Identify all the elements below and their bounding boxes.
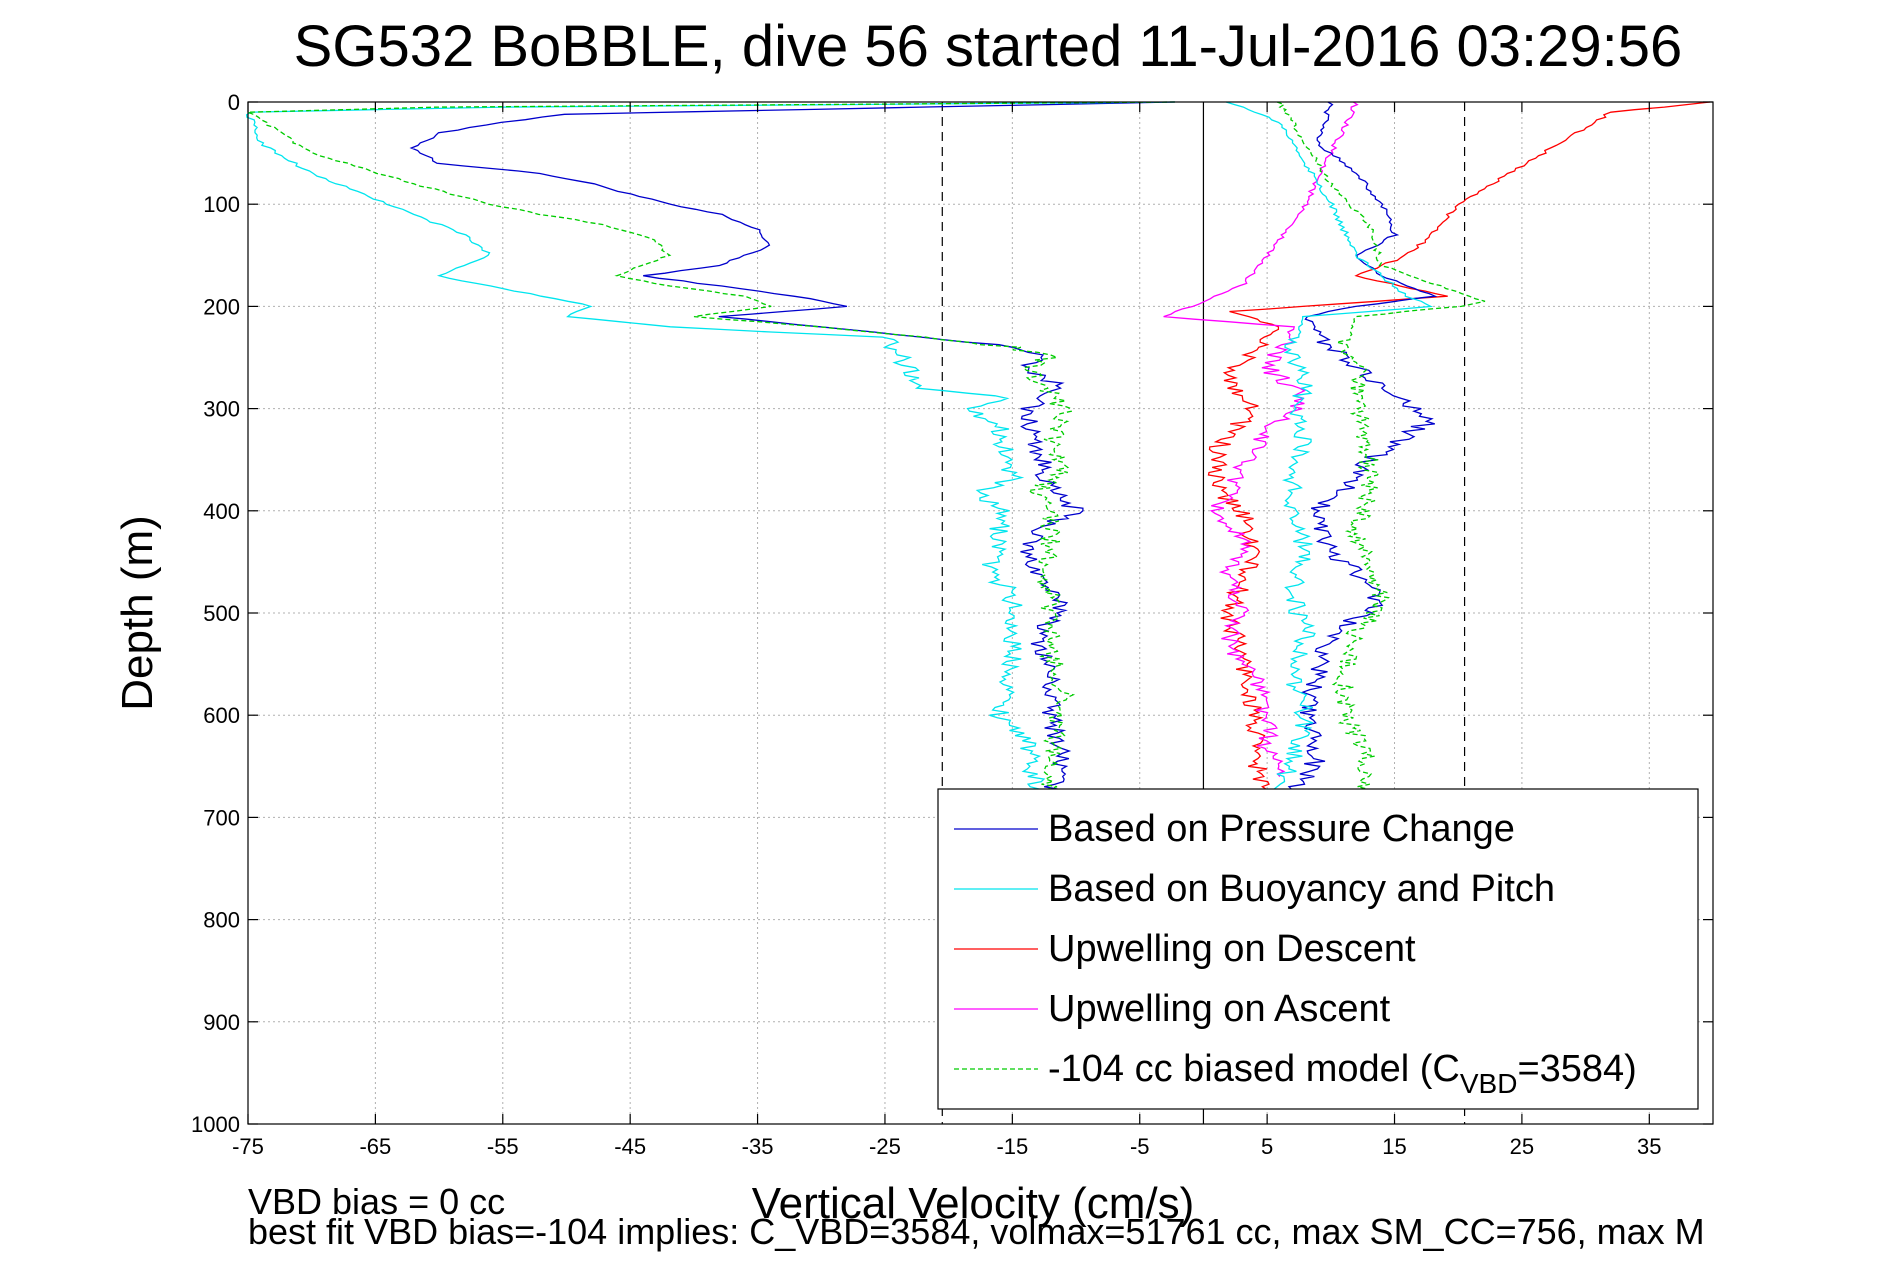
x-tick-label: 5 — [1261, 1134, 1273, 1159]
legend-label: Based on Buoyancy and Pitch — [1048, 868, 1555, 910]
x-tick-label: 25 — [1510, 1134, 1534, 1159]
y-tick-label: 0 — [228, 90, 240, 115]
series-line — [245, 101, 1175, 798]
x-tick-label: -25 — [869, 1134, 901, 1159]
y-tick-label: 200 — [203, 294, 240, 319]
x-tick-label: -55 — [487, 1134, 519, 1159]
y-tick-label: 300 — [203, 397, 240, 422]
series-line — [1225, 101, 1434, 798]
y-tick-label: 500 — [203, 601, 240, 626]
footer-vbd-bias: VBD bias = 0 cc — [248, 1181, 506, 1222]
x-tick-label: -65 — [359, 1134, 391, 1159]
y-tick-label: 700 — [203, 805, 240, 830]
x-axis-label: Vertical Velocity (cm/s) — [752, 1179, 1195, 1228]
series-line — [1207, 101, 1711, 798]
legend-box — [937, 788, 1699, 1110]
ticks: -75 -65 -55 -45 -35 -25 -15 -5 5 15 25 350100200300… — [191, 90, 1713, 1159]
legend-label: Upwelling on Ascent — [1048, 988, 1391, 1030]
series-line — [247, 101, 1176, 798]
x-tick-label: -15 — [996, 1134, 1028, 1159]
series-line — [409, 101, 1175, 798]
series-line — [1282, 101, 1438, 798]
x-tick-label: 15 — [1382, 1134, 1406, 1159]
x-tick-label: -35 — [742, 1134, 774, 1159]
y-tick-label: 800 — [203, 908, 240, 933]
x-tick-label: -45 — [614, 1134, 646, 1159]
y-tick-label: 400 — [203, 499, 240, 524]
legend-label: Based on Pressure Change — [1048, 808, 1515, 850]
footer-best-fit: best fit VBD bias=-104 implies: C_VBD=35… — [248, 1211, 1705, 1252]
y-tick-label: 900 — [203, 1010, 240, 1035]
x-tick-label: -5 — [1130, 1134, 1150, 1159]
x-tick-label: 35 — [1637, 1134, 1661, 1159]
y-tick-label: 600 — [203, 703, 240, 728]
series-group — [245, 101, 1711, 798]
series-line — [1163, 101, 1359, 777]
legend-label: Upwelling on Descent — [1048, 928, 1416, 970]
chart-title: SG532 BoBBLE, dive 56 started 11-Jul-201… — [294, 14, 1683, 79]
legend-label: -104 cc biased model (CVBD=3584) — [1048, 1048, 1637, 1099]
y-tick-label: 100 — [203, 192, 240, 217]
x-tick-label: -75 — [232, 1134, 264, 1159]
y-axis-label: Depth (m) — [113, 515, 162, 711]
y-tick-label: 1000 — [191, 1112, 240, 1137]
legend: Based on Pressure Change Based on Buoyanc… — [937, 788, 1699, 1110]
series-line — [1276, 101, 1486, 798]
